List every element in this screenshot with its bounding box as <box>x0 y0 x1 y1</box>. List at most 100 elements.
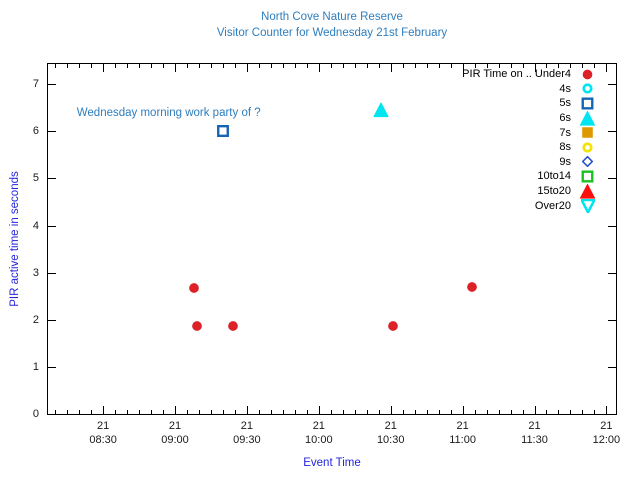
legend-item-4s: 4s <box>462 82 595 97</box>
legend-item-5s: 5s <box>462 96 595 111</box>
x-tick-label: 21 08:30 <box>89 419 117 447</box>
plot-area: 21 08:30 21 09:00 21 09:30 21 10:00 21 10:30 21 11:… <box>33 63 620 446</box>
legend-marker <box>580 140 595 155</box>
x-minor-tick <box>474 64 476 68</box>
y-tick-label: 2 <box>32 313 39 326</box>
x-minor-tick <box>414 410 416 414</box>
legend-item-9s: 9s <box>462 155 595 170</box>
x-minor-tick <box>282 64 284 68</box>
y-major-tick <box>48 178 56 180</box>
x-major-tick <box>103 64 105 72</box>
y-major-tick <box>608 366 616 368</box>
data-point-6s <box>373 102 390 118</box>
legend-item-pir-time-on-under4: PIR Time on .. Under4 <box>462 67 595 82</box>
x-minor-tick <box>546 410 548 414</box>
legend-marker <box>580 67 595 82</box>
x-minor-tick <box>151 410 153 414</box>
x-minor-tick <box>330 64 332 68</box>
x-minor-tick <box>414 64 416 68</box>
x-minor-tick <box>558 64 560 68</box>
x-major-tick <box>175 406 177 414</box>
x-minor-tick <box>486 64 488 68</box>
x-minor-tick <box>139 64 141 68</box>
legend-item-6s: 6s <box>462 110 595 126</box>
marker-square-icon <box>581 170 594 183</box>
data-point-5s <box>216 125 229 138</box>
x-minor-tick <box>127 410 129 414</box>
y-major-tick <box>608 131 616 133</box>
y-tick-label: 5 <box>32 172 39 185</box>
legend-item-10to14: 10to14 <box>462 169 595 184</box>
x-minor-tick <box>222 64 224 68</box>
x-minor-tick <box>222 410 224 414</box>
x-minor-tick <box>546 64 548 68</box>
y-axis-label: PIR active time in seconds <box>9 171 21 307</box>
x-major-tick <box>318 406 320 414</box>
x-minor-tick <box>91 410 93 414</box>
marker-circle-icon <box>467 281 478 292</box>
x-tick-label: 21 12:00 <box>593 419 621 447</box>
x-minor-tick <box>294 410 296 414</box>
legend-label: 7s <box>559 126 571 139</box>
y-major-tick <box>48 225 56 227</box>
x-minor-tick <box>342 64 344 68</box>
x-minor-tick <box>127 64 129 68</box>
marker-circle-icon <box>582 142 593 153</box>
x-minor-tick <box>258 64 260 68</box>
marker-square-icon <box>216 125 229 138</box>
x-minor-tick <box>187 64 188 68</box>
x-minor-tick <box>198 64 200 68</box>
x-minor-tick <box>67 410 69 414</box>
marker-triangle-up-icon <box>580 183 595 199</box>
x-minor-tick <box>450 64 452 68</box>
x-minor-tick <box>402 410 404 414</box>
x-major-tick <box>175 64 177 72</box>
x-minor-tick <box>234 410 236 414</box>
marker-triangle-up-icon <box>373 102 390 118</box>
legend-label: 5s <box>559 97 571 110</box>
x-tick-label: 21 10:30 <box>377 419 405 447</box>
x-minor-tick <box>354 410 356 414</box>
y-major-tick <box>48 319 56 321</box>
x-minor-tick <box>450 410 452 414</box>
legend-marker <box>580 198 595 213</box>
marker-circle-icon <box>388 321 398 332</box>
legend-label: 8s <box>559 141 571 154</box>
x-minor-tick <box>486 410 488 414</box>
x-minor-tick <box>139 410 141 414</box>
marker-circle-icon <box>191 321 202 332</box>
x-minor-tick <box>294 64 296 68</box>
x-major-tick <box>462 406 464 414</box>
y-tick-label: 7 <box>32 78 39 91</box>
x-minor-tick <box>79 410 81 414</box>
legend-label: 10to14 <box>537 170 571 183</box>
y-major-tick <box>608 319 616 321</box>
x-minor-tick <box>163 64 165 68</box>
x-major-tick <box>390 64 392 72</box>
marker-square-icon <box>582 127 593 138</box>
y-major-tick <box>608 178 616 180</box>
x-minor-tick <box>342 410 344 414</box>
x-minor-tick <box>522 410 524 414</box>
x-minor-tick <box>366 410 368 414</box>
x-minor-tick <box>115 64 117 68</box>
legend-label: 9s <box>559 155 571 168</box>
legend-marker <box>580 125 595 140</box>
x-minor-tick <box>378 64 380 68</box>
x-major-tick <box>462 64 464 72</box>
legend-label: PIR Time on .. Under4 <box>462 68 571 81</box>
x-minor-tick <box>522 64 524 68</box>
x-major-tick <box>606 406 608 414</box>
x-minor-tick <box>366 64 368 68</box>
x-tick-label-time: 09:30 <box>233 434 261 446</box>
x-tick-label-time: 11:00 <box>449 434 476 446</box>
x-major-tick <box>246 406 248 414</box>
x-minor-tick <box>79 64 81 68</box>
x-major-tick <box>534 64 536 72</box>
legend-label: 6s <box>559 112 571 125</box>
x-minor-tick <box>55 410 57 414</box>
x-tick-label-day: 21 <box>600 420 613 432</box>
legend-marker <box>580 96 595 111</box>
x-minor-tick <box>282 410 284 414</box>
marker-circle-icon <box>582 83 593 94</box>
